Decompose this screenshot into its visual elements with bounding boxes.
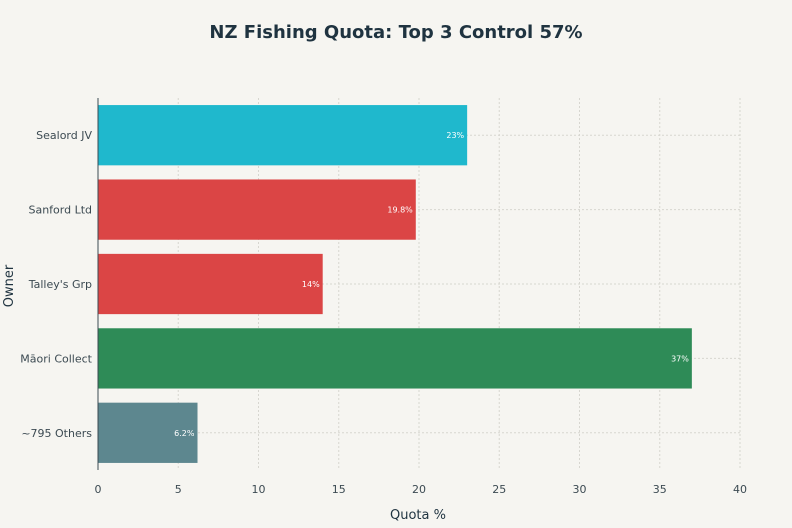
x-tick-label: 30: [573, 483, 587, 496]
bar: [98, 179, 416, 240]
category-label: Māori Collect: [20, 352, 92, 365]
data-label: 37%: [671, 354, 689, 363]
x-tick-label: 40: [733, 483, 747, 496]
y-axis-title: Owner: [2, 264, 17, 307]
chart-title: NZ Fishing Quota: Top 3 Control 57%: [209, 22, 582, 43]
bar: [98, 253, 323, 315]
x-tick-label: 25: [492, 483, 506, 496]
x-tick-label: 35: [653, 483, 667, 496]
data-label: 6.2%: [174, 429, 195, 438]
x-tick-label: 0: [95, 483, 102, 496]
category-labels: Sealord JV Sanford Ltd Talley's Grp Māori C…: [20, 129, 92, 440]
category-label: Talley's Grp: [28, 278, 92, 291]
data-label: 14%: [302, 280, 320, 289]
bar: [98, 402, 198, 463]
data-labels: 23% 19.8% 14% 37% 6.2%: [174, 131, 689, 438]
bar: [98, 105, 468, 166]
category-label: Sealord JV: [36, 129, 92, 142]
x-tick-label: 10: [252, 483, 266, 496]
bar: [98, 328, 692, 389]
x-tick-label: 5: [175, 483, 182, 496]
x-tick-label: 20: [412, 483, 426, 496]
category-label: Sanford Ltd: [28, 204, 92, 217]
bars: [98, 105, 692, 463]
x-tick-labels: 0 5 10 15 20 25 30 35 40: [95, 483, 748, 496]
x-tick-label: 15: [332, 483, 346, 496]
category-label: ~795 Others: [21, 427, 92, 440]
data-label: 23%: [446, 131, 464, 140]
x-axis-title: Quota %: [390, 508, 446, 523]
data-label: 19.8%: [387, 206, 413, 215]
